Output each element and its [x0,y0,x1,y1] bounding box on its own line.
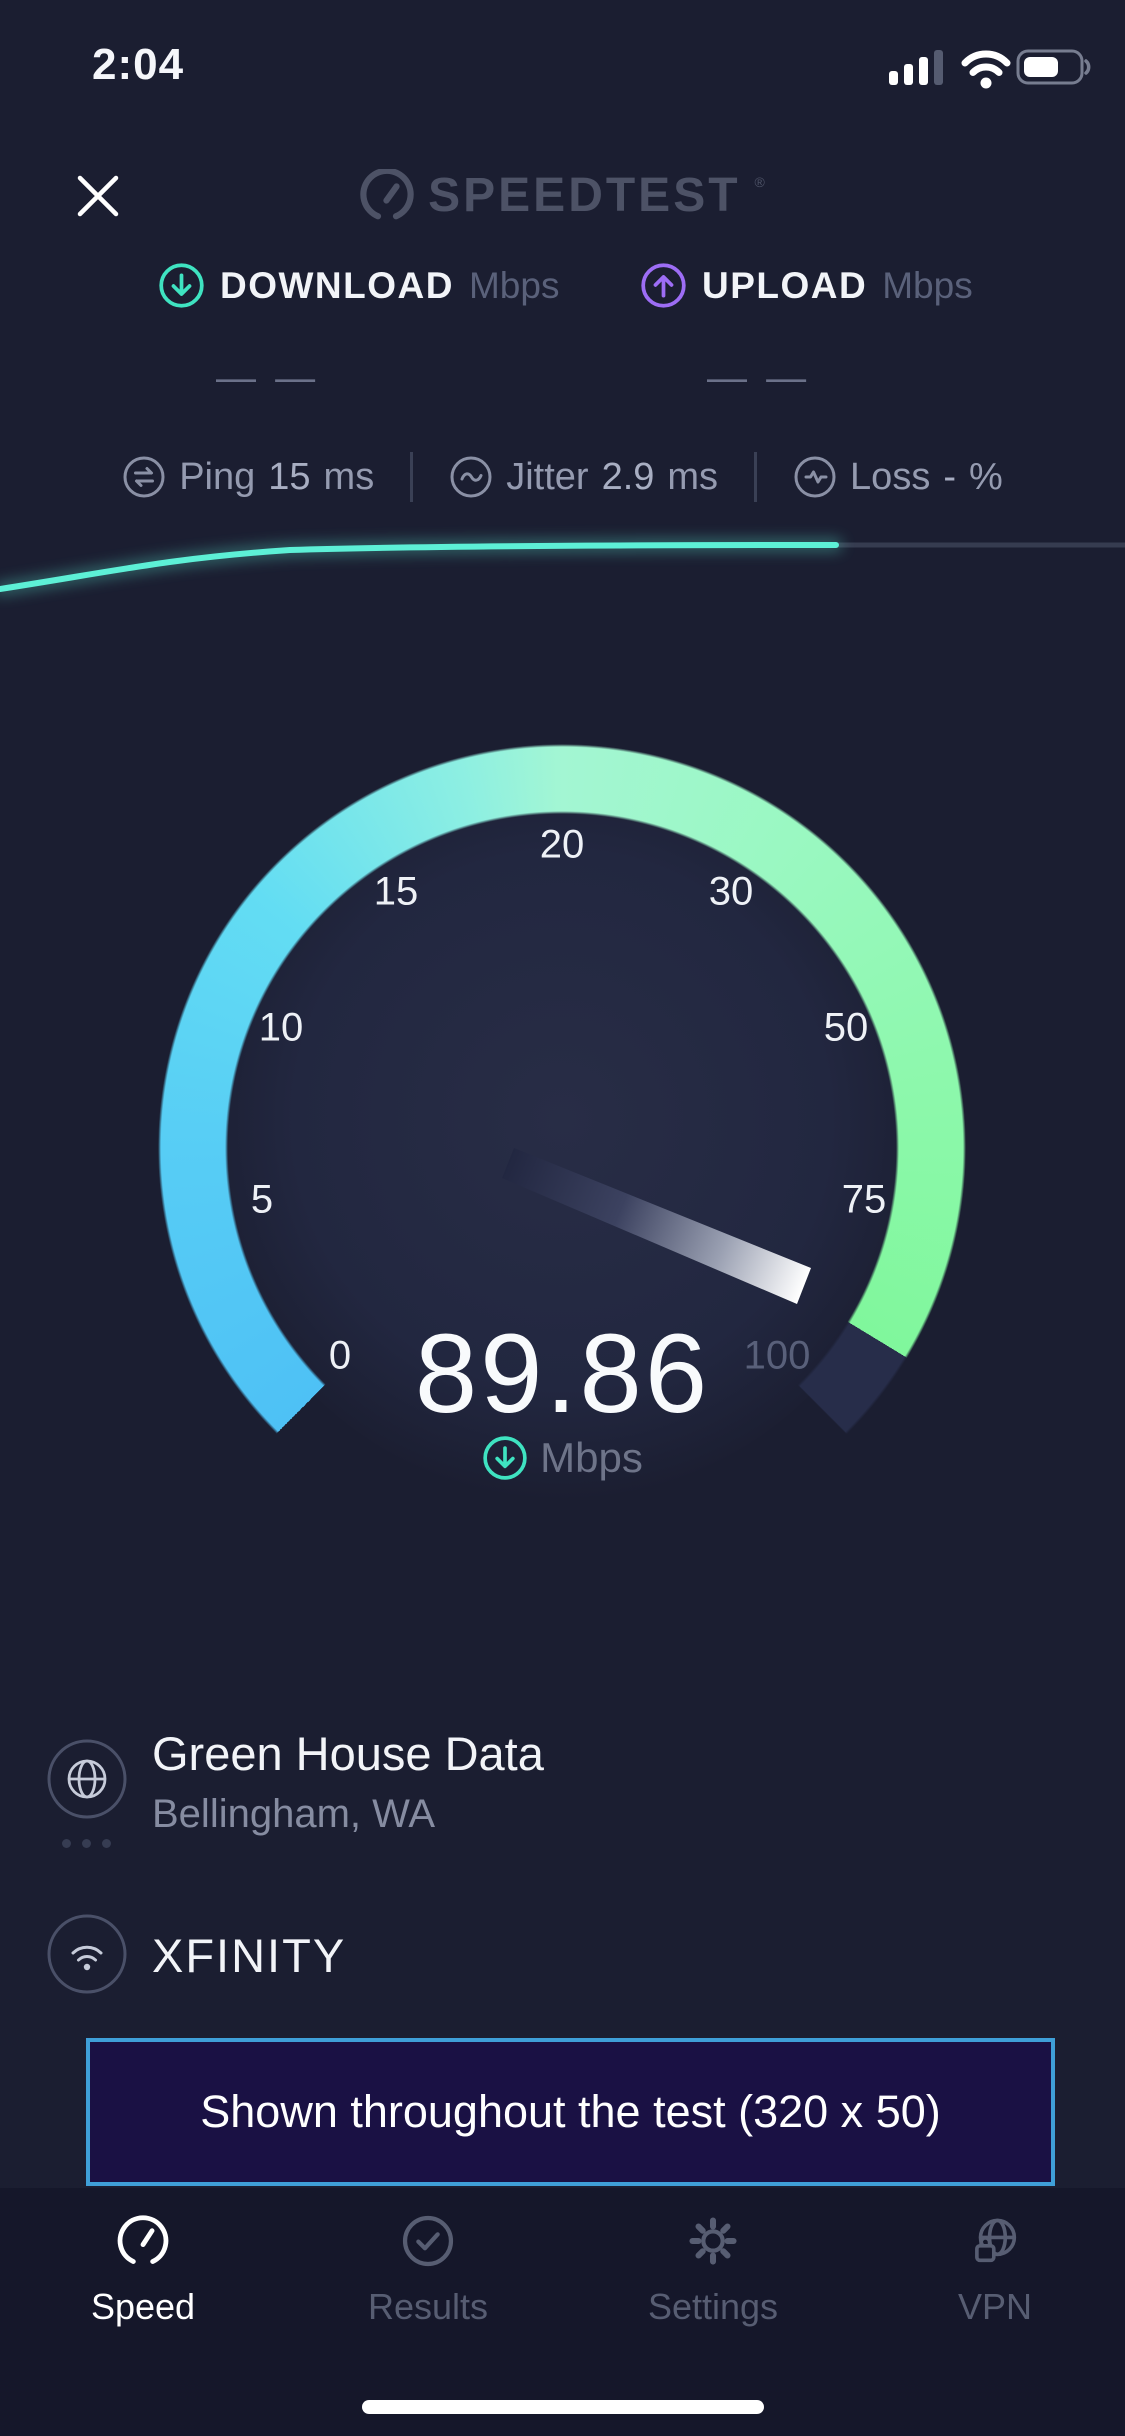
download-circle-arrow-icon [158,262,205,309]
speed-gauge-icon [114,2212,172,2270]
vpn-globe-lock-icon [966,2212,1024,2270]
gauge-tick: 75 [841,1177,887,1222]
app-logo-text: SPEEDTEST [428,169,741,222]
loss-metric: Loss - % [793,455,1003,499]
server-options-ellipsis[interactable] [62,1839,111,1848]
tab-vpn[interactable]: VPN [895,2212,1095,2328]
gauge-tick: 50 [823,1005,869,1050]
ping-value: 15 [268,455,311,498]
packet-loss-icon [793,455,837,499]
jitter-metric: Jitter 2.9 ms [449,455,718,499]
tab-results[interactable]: Results [328,2212,528,2328]
tab-settings-label: Settings [647,2286,779,2327]
battery-icon [1016,48,1096,86]
server-location[interactable]: Bellingham, WA [152,1792,436,1836]
upload-unit: Mbps [882,264,973,306]
tab-speed[interactable]: Speed [43,2212,243,2328]
loss-label: Loss [850,455,931,498]
bottom-tab-bar [0,2188,1125,2436]
status-time: 2:04 [92,40,185,89]
current-speed-unit: Mbps [540,1434,643,1481]
ping-icon [122,455,166,499]
home-indicator[interactable] [362,2400,764,2414]
close-button[interactable] [72,170,124,222]
jitter-unit: ms [667,455,719,498]
app-logo: SPEEDTEST ® [0,168,1125,223]
tab-results-label: Results [367,2286,489,2327]
speedtest-gauge-logo-icon [360,168,414,223]
ad-banner-text: Shown throughout the test (320 x 50) [200,2086,941,2137]
trademark-mark: ® [754,174,765,190]
isp-wifi-icon [45,1912,129,1996]
jitter-icon [449,455,493,499]
download-value-placeholder: — — [216,356,320,400]
loss-value: - [943,455,956,498]
speed-sparkline [0,0,1125,660]
gauge-tick: 30 [708,869,754,914]
close-icon [77,175,119,217]
isp-name: XFINITY [152,1929,347,1982]
current-speed-unit-row: Mbps [0,1434,1125,1482]
jitter-label: Jitter [506,455,589,498]
tab-settings[interactable]: Settings [613,2212,813,2328]
wifi-status-icon [960,48,1012,90]
upload-header: UPLOAD Mbps [640,262,973,309]
upload-label: UPLOAD [702,264,868,306]
ping-metric: Ping 15 ms [122,455,374,499]
jitter-value: 2.9 [601,455,655,498]
server-globe-icon[interactable] [45,1737,129,1821]
ad-banner[interactable]: Shown throughout the test (320 x 50) [86,2038,1055,2186]
latency-metrics-row: Ping 15 ms Jitter 2.9 ms L [0,452,1125,502]
download-circle-arrow-icon [482,1435,528,1481]
ping-unit: ms [323,455,375,498]
gauge-tick: 0 [328,1333,352,1378]
results-check-icon [399,2212,457,2270]
gauge-tick: 100 [743,1333,811,1378]
tab-vpn-label: VPN [957,2286,1033,2327]
gauge-tick: 20 [539,822,585,867]
ping-label: Ping [179,455,256,498]
upload-value-placeholder: — — [707,356,811,400]
gauge-tick: 5 [250,1177,274,1222]
metric-separator [410,452,414,502]
download-header: DOWNLOAD Mbps [158,262,559,309]
download-label: DOWNLOAD [220,264,454,306]
loss-unit: % [968,455,1003,498]
current-speed-value: 89.86 [414,1311,711,1436]
server-name[interactable]: Green House Data [152,1727,544,1780]
upload-circle-arrow-icon [640,262,687,309]
gauge-tick: 15 [373,869,419,914]
gauge-tick: 10 [258,1005,304,1050]
metric-separator [754,452,758,502]
download-unit: Mbps [468,264,560,306]
cellular-signal-icon [888,46,952,86]
tab-speed-label: Speed [90,2286,196,2327]
settings-gear-icon [684,2212,742,2270]
